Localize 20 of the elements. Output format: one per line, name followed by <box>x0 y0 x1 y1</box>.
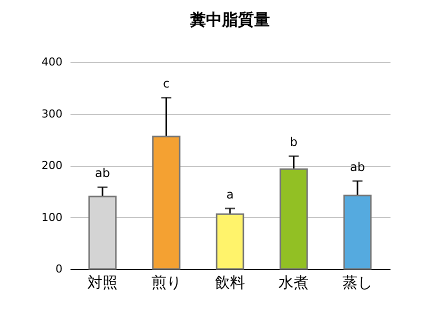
x-tick-label: 煎り <box>151 274 182 292</box>
bar <box>216 213 244 270</box>
annotation: b <box>290 135 298 150</box>
annotation: a <box>226 187 234 202</box>
bar <box>343 194 372 270</box>
x-tick-label: 水煮 <box>278 274 309 292</box>
chart-title: 糞中脂質量 <box>189 10 270 29</box>
x-tick-label: 蒸し <box>342 274 372 292</box>
y-tick-label: 100 <box>42 210 62 224</box>
bar <box>280 168 308 270</box>
annotation: c <box>162 76 170 91</box>
bar <box>152 136 180 270</box>
y-tick-label: 400 <box>42 56 62 68</box>
y-tick-label: 300 <box>42 107 62 120</box>
y-tick-label: 0 <box>56 262 62 276</box>
x-tick-label: 飲料 <box>215 274 245 292</box>
annotation: ab <box>350 160 365 174</box>
y-tick-label: 200 <box>42 159 62 172</box>
x-tick-label: 対照 <box>88 274 118 292</box>
annotation: ab <box>95 166 110 180</box>
